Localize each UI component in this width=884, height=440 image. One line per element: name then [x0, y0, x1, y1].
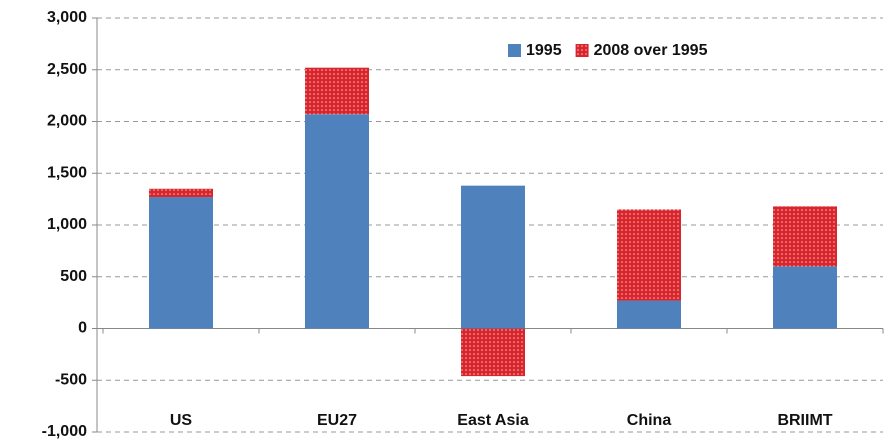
- y-tick-label: 0: [78, 320, 87, 337]
- legend-label: 1995: [526, 42, 562, 59]
- bar-segment: [305, 114, 369, 329]
- y-tick-label: 500: [60, 268, 87, 285]
- y-tick-label: -500: [55, 371, 87, 388]
- x-tick-label: BRIIMT: [777, 412, 832, 429]
- legend-label: 2008 over 1995: [594, 42, 708, 59]
- bar-segment: [617, 300, 681, 329]
- bar-segment: [773, 206, 837, 267]
- y-tick-label: -1,000: [42, 423, 87, 440]
- bar-segment: [617, 209, 681, 301]
- y-tick-label: 2,000: [47, 113, 87, 130]
- bar-segment: [461, 185, 525, 329]
- legend-swatch: [575, 44, 589, 57]
- bar-segment: [461, 328, 525, 377]
- y-tick-label: 2,500: [47, 61, 87, 78]
- y-tick-label: 1,000: [47, 216, 87, 233]
- bar-segment: [305, 67, 369, 115]
- x-tick-label: US: [170, 412, 193, 429]
- legend-swatch: [508, 44, 521, 57]
- x-tick-label: East Asia: [457, 412, 529, 429]
- x-tick-label: EU27: [317, 412, 357, 429]
- bar-segment: [773, 266, 837, 329]
- y-tick-label: 3,000: [47, 9, 87, 26]
- bar-segment: [149, 197, 213, 329]
- x-tick-label: China: [627, 412, 672, 429]
- y-tick-label: 1,500: [47, 164, 87, 181]
- bar-segment: [149, 188, 213, 198]
